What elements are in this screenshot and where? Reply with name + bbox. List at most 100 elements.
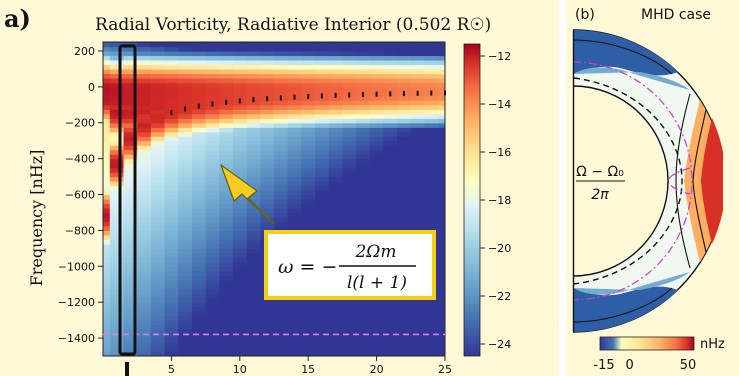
heatmap-cell [438, 131, 445, 137]
heatmap-cell [315, 185, 330, 191]
heatmap-cell [274, 82, 289, 88]
heatmap-cell [109, 306, 125, 312]
heatmap-cell [342, 221, 357, 227]
heatmap-cell [315, 145, 330, 151]
heatmap-cell [150, 306, 166, 312]
heatmap-cell [315, 109, 330, 115]
heatmap-cell [410, 207, 426, 214]
heatmap-cell [424, 140, 439, 146]
heatmap-cell [287, 77, 302, 83]
heatmap-cell [150, 288, 166, 294]
heatmap-cell [219, 234, 234, 240]
heatmap-cell [274, 91, 289, 97]
heatmap-cell [424, 113, 439, 119]
contour-south [573, 287, 673, 323]
heatmap-cell [150, 167, 166, 173]
colorbar-b-unit: nHz [700, 337, 725, 352]
heatmap-cell [150, 230, 166, 236]
heatmap-cell [150, 225, 166, 231]
heatmap-cell [164, 252, 179, 258]
heatmap-cell [109, 149, 125, 155]
heatmap-cell [438, 46, 445, 52]
heatmap-cell [164, 320, 179, 326]
heatmap-cell [232, 46, 248, 52]
heatmap-cell [438, 190, 445, 196]
heatmap-cell [137, 302, 152, 308]
heatmap-cell [369, 136, 385, 142]
heatmap-cell [301, 91, 316, 97]
heatmap-cell [424, 118, 439, 124]
heatmap-cell [191, 225, 207, 231]
formula-denominator: l(l + 1) [347, 273, 407, 293]
heatmap-cell [103, 279, 111, 285]
heatmap-cell [356, 311, 371, 317]
heatmap-cell [164, 100, 179, 106]
heatmap-cell [109, 100, 125, 106]
ridge-dot [416, 90, 419, 96]
heatmap-cell [328, 199, 343, 205]
heatmap-cell [150, 257, 166, 263]
heatmap-cell [164, 104, 179, 110]
heatmap-cell [328, 324, 343, 330]
panel-b-label: (b) [575, 7, 595, 23]
heatmap-cell [342, 207, 357, 214]
heatmap-cell [164, 275, 179, 281]
heatmap-cell [232, 306, 248, 312]
ridge-dot [279, 95, 282, 101]
heatmap-cell [164, 230, 179, 236]
heatmap-cell [301, 104, 316, 110]
heatmap-cell [205, 257, 220, 263]
heatmap-cell [246, 55, 261, 61]
heatmap-cell [342, 100, 357, 106]
heatmap-cell [260, 50, 275, 57]
heatmap-cell [103, 221, 111, 227]
heatmap-cell [109, 176, 125, 182]
heatmap-cell [164, 113, 179, 119]
heatmap-cell [369, 194, 385, 200]
heatmap-cell [178, 252, 193, 258]
heatmap-cell [287, 42, 302, 48]
heatmap-cell [410, 199, 426, 205]
heatmap-cell [246, 158, 261, 164]
heatmap-cell [383, 42, 398, 48]
heatmap-cell [438, 185, 445, 191]
heatmap-cell [109, 127, 125, 133]
heatmap-cell [424, 131, 439, 137]
heatmap-cell [424, 225, 439, 231]
heatmap-cell [274, 68, 289, 74]
heatmap-cell [260, 194, 275, 200]
heatmap-cell [328, 306, 343, 312]
heatmap-cell [342, 158, 357, 164]
heatmap-cell [383, 149, 398, 155]
heatmap-cell [137, 95, 152, 101]
heatmap-cell [274, 306, 289, 312]
heatmap-cell [397, 131, 412, 137]
heatmap-cell [383, 185, 398, 191]
heatmap-cell [191, 167, 207, 173]
heatmap-cell [328, 225, 343, 231]
heatmap-cell [137, 59, 152, 66]
heatmap-cell [315, 50, 330, 57]
heatmap-cell [328, 347, 343, 353]
heatmap-cell [150, 109, 166, 115]
heatmap-cell [369, 100, 385, 106]
heatmap-cell [260, 306, 275, 312]
heatmap-cell [164, 86, 179, 92]
heatmap-cell [315, 131, 330, 137]
heatmap-cell [397, 212, 412, 218]
heatmap-cell [383, 347, 398, 353]
heatmap-cell [301, 194, 316, 200]
heatmap-cell [164, 91, 179, 97]
heatmap-cell [274, 55, 289, 61]
heatmap-cell [315, 194, 330, 200]
heatmap-cell [397, 199, 412, 205]
heatmap-cell [356, 163, 371, 169]
ridge-dot [402, 91, 405, 97]
heatmap-cell [342, 329, 357, 335]
heatmap-cell [287, 140, 302, 146]
heatmap-cell [103, 59, 111, 66]
heatmap-cell [287, 203, 302, 209]
heatmap-cell [219, 185, 234, 191]
heatmap-cell [397, 158, 412, 164]
heatmap-cell [342, 140, 357, 146]
